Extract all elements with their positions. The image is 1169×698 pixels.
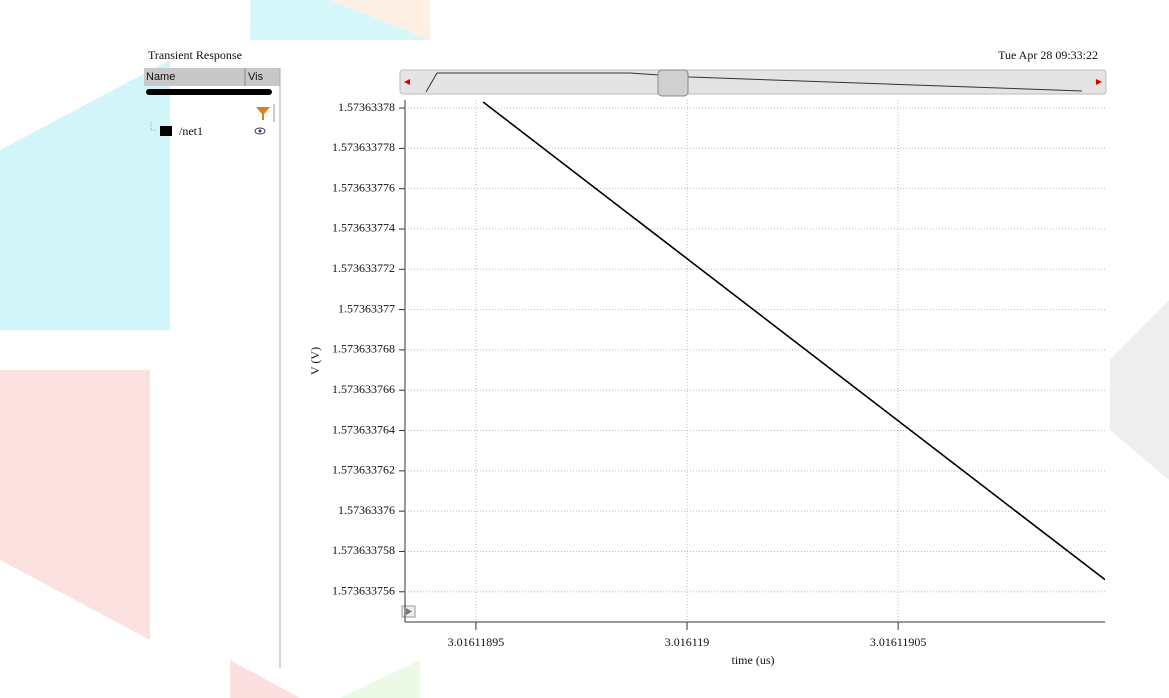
scroll-thumb[interactable] bbox=[658, 70, 688, 96]
timestamp: Tue Apr 28 09:33:22 bbox=[998, 48, 1098, 62]
y-tick-label: 1.57363378 bbox=[338, 100, 395, 114]
column-name: Name bbox=[146, 71, 175, 83]
y-tick-label: 1.573633774 bbox=[332, 221, 395, 235]
y-tick-label: 1.573633772 bbox=[332, 261, 395, 275]
panel-title: Transient Response bbox=[148, 48, 242, 62]
series-line bbox=[483, 102, 1105, 580]
y-tick-label: 1.573633756 bbox=[332, 584, 395, 598]
y-tick-label: 1.573633758 bbox=[332, 543, 395, 557]
screen: Transient Response Tue Apr 28 09:33:22 N… bbox=[0, 0, 1169, 698]
y-axis-label: V (V) bbox=[308, 347, 322, 375]
y-tick-label: 1.573633762 bbox=[332, 463, 395, 477]
x-tick-label: 3.01611905 bbox=[870, 635, 927, 649]
y-tick-label: 1.573633766 bbox=[332, 382, 395, 396]
visibility-pupil bbox=[259, 130, 262, 133]
plot-area bbox=[405, 100, 1105, 622]
legend-label: /net1 bbox=[179, 124, 203, 138]
separator-bar bbox=[146, 89, 272, 95]
y-tick-label: 1.573633768 bbox=[332, 342, 395, 356]
x-axis-label: time (us) bbox=[732, 653, 775, 667]
y-tick-label: 1.573633778 bbox=[332, 140, 395, 154]
y-tick-label: 1.573633776 bbox=[332, 180, 395, 194]
column-vis: Vis bbox=[248, 71, 264, 83]
x-tick-label: 3.016119 bbox=[665, 635, 710, 649]
watermark bbox=[0, 0, 1169, 698]
legend-swatch bbox=[160, 126, 172, 136]
scrollbar[interactable] bbox=[400, 70, 1106, 94]
x-tick-label: 3.01611895 bbox=[448, 635, 505, 649]
filter-icon[interactable] bbox=[256, 107, 270, 120]
y-tick-label: 1.57363376 bbox=[338, 503, 395, 517]
y-tick-label: 1.573633764 bbox=[332, 422, 395, 436]
y-tick-label: 1.57363377 bbox=[338, 301, 395, 315]
